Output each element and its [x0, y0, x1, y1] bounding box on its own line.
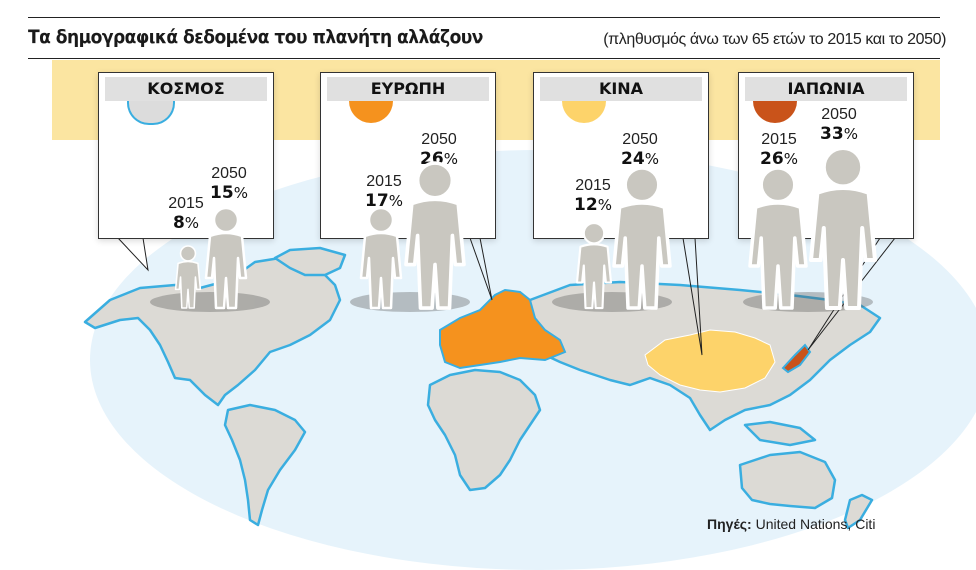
- person-icon: [748, 166, 808, 310]
- value-number: 12: [574, 195, 598, 215]
- year-2050-label: 2050: [821, 106, 857, 123]
- value-number: 33: [820, 124, 844, 144]
- title-rule: [28, 58, 940, 59]
- value-2015: 12%: [568, 195, 618, 215]
- year-2015-label: 2015: [761, 131, 797, 148]
- year-2050-label: 2050: [211, 165, 247, 182]
- china-highlight: [644, 329, 776, 393]
- panel-title: ΙΑΠΩΝΙΑ: [745, 77, 907, 101]
- panel-title: ΚΙΝΑ: [540, 77, 702, 101]
- japan-highlight: [781, 343, 812, 374]
- year-2050-label: 2050: [622, 131, 658, 148]
- year-2015-label: 2015: [575, 177, 611, 194]
- percent-sign: %: [233, 184, 248, 202]
- value-number: 26: [760, 149, 784, 169]
- value-2015: 8%: [161, 213, 211, 233]
- percent-sign: %: [597, 196, 612, 214]
- year-2050-label: 2050: [421, 131, 457, 148]
- value-number: 8: [172, 213, 185, 233]
- greenland: [273, 246, 347, 277]
- africa: [426, 368, 542, 492]
- region-color-dot: [562, 101, 606, 123]
- percent-sign: %: [843, 125, 858, 143]
- value-2050: 33%: [814, 124, 864, 144]
- indonesia: [743, 420, 817, 447]
- person-icon: [811, 148, 875, 308]
- person-icon: [404, 161, 466, 310]
- top-rule: [28, 17, 940, 18]
- value-number: 24: [621, 149, 645, 169]
- panel-title: ΕΥΡΩΠΗ: [327, 77, 489, 101]
- australia: [738, 450, 837, 510]
- new-zealand: [843, 493, 874, 530]
- year-2015-label: 2015: [168, 195, 204, 212]
- page-title: Τα δημογραφικά δεδομένα του πλανήτη αλλά…: [28, 26, 483, 48]
- region-color-dot: [349, 101, 393, 123]
- value-2050: 15%: [204, 183, 254, 203]
- source-label: Πηγές:: [707, 516, 752, 532]
- value-number: 15: [210, 183, 234, 203]
- value-2015: 26%: [754, 149, 804, 169]
- year-2015-label: 2015: [366, 173, 402, 190]
- panel-world: ΚΟΣΜΟΣ 2015 8% 2050 15%: [98, 72, 274, 239]
- percent-sign: %: [644, 150, 659, 168]
- source-credit: Πηγές: United Nations, Citi: [707, 516, 875, 532]
- percent-sign: %: [783, 150, 798, 168]
- europe-highlight: [439, 288, 567, 370]
- percent-sign: %: [388, 192, 403, 210]
- source-text: United Nations, Citi: [751, 516, 876, 532]
- value-2015: 17%: [359, 191, 409, 211]
- panel-europe: ΕΥΡΩΠΗ 2015 17% 2050 26%: [320, 72, 496, 239]
- person-icon: [612, 166, 672, 310]
- value-2050: 24%: [615, 149, 665, 169]
- value-number: 17: [365, 191, 389, 211]
- people-figures: [150, 0, 976, 312]
- page-subtitle: (πληθυσμός άνω των 65 ετών το 2015 και τ…: [603, 31, 946, 48]
- south-america: [223, 403, 307, 527]
- panel-title: ΚΟΣΜΟΣ: [105, 77, 267, 101]
- percent-sign: %: [443, 150, 458, 168]
- percent-sign: %: [184, 214, 200, 232]
- region-color-dot: [753, 101, 797, 123]
